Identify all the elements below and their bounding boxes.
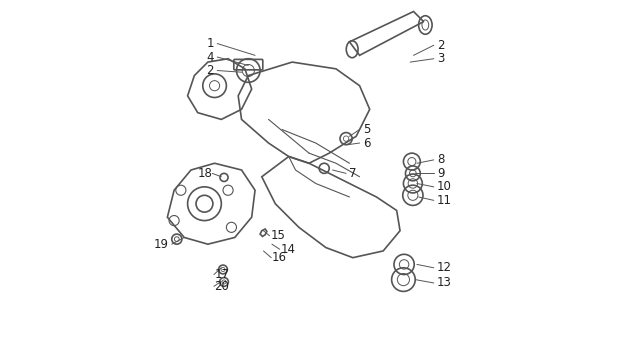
Text: 18: 18 — [198, 167, 213, 180]
Text: 1: 1 — [206, 37, 214, 50]
Text: 10: 10 — [437, 180, 452, 193]
Text: 12: 12 — [437, 261, 452, 274]
Text: 11: 11 — [437, 194, 452, 207]
Text: 7: 7 — [349, 167, 357, 180]
Text: 2: 2 — [437, 39, 444, 52]
Text: 6: 6 — [363, 137, 370, 150]
Text: 14: 14 — [281, 243, 295, 256]
Text: 8: 8 — [437, 153, 444, 166]
Text: 16: 16 — [272, 251, 287, 264]
Text: 4: 4 — [206, 51, 214, 64]
Text: 3: 3 — [437, 52, 444, 65]
Text: 9: 9 — [437, 167, 444, 180]
Text: 17: 17 — [214, 268, 229, 281]
Text: 13: 13 — [437, 276, 452, 289]
Text: 19: 19 — [154, 238, 169, 251]
Text: 15: 15 — [270, 229, 285, 242]
Text: 5: 5 — [363, 123, 370, 136]
Text: 20: 20 — [214, 280, 229, 293]
Text: 2: 2 — [206, 64, 214, 77]
